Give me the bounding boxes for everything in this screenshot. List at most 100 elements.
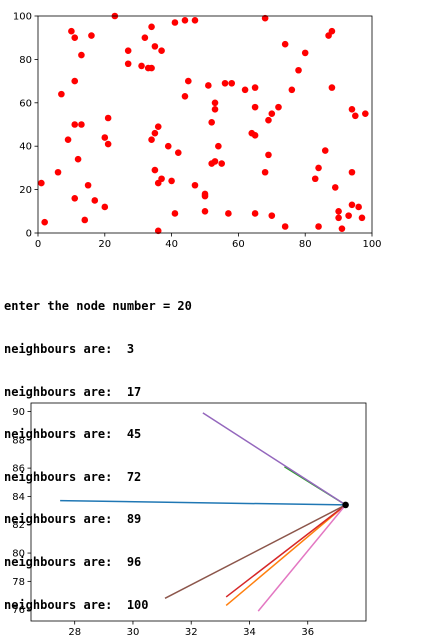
scatter-x-tick-label: 100 [362, 239, 381, 250]
console-neighbour-line: neighbours are: 45 [4, 427, 192, 441]
lines-x-tick-label: 34 [243, 627, 256, 638]
scatter-point [151, 129, 159, 137]
scatter-chart: 0 20 40 60 80 100 0 20 40 60 80 100 [13, 12, 382, 251]
scatter-point [171, 19, 179, 26]
scatter-point [261, 168, 269, 176]
lines-y-tick-label: 90 [12, 407, 25, 418]
scatter-point [191, 17, 199, 24]
scatter-point [148, 23, 155, 31]
scatter-point [181, 17, 189, 24]
scatter-point [151, 43, 159, 50]
scatter-point [78, 121, 85, 128]
scatter-axes: 0 20 40 60 80 100 0 20 40 60 80 100 [13, 12, 382, 251]
scatter-point [211, 106, 219, 113]
scatter-point [225, 210, 232, 217]
scatter-point [268, 110, 276, 117]
scatter-point [158, 47, 165, 55]
scatter-point [74, 155, 82, 163]
console-neighbour-line: neighbours are: 89 [4, 512, 192, 526]
scatter-y-tick-label: 20 [19, 185, 32, 196]
scatter-x-tick-label: 20 [98, 239, 111, 250]
scatter-point [71, 34, 79, 41]
scatter-point [168, 177, 175, 185]
neighbour-line [60, 499, 346, 506]
scatter-point [311, 175, 319, 183]
scatter-y-tick-label: 0 [26, 229, 32, 240]
scatter-point [268, 212, 276, 219]
neighbour-value: 45 [126, 427, 142, 442]
scatter-point [78, 51, 85, 59]
neighbour-line [225, 504, 347, 607]
neighbour-lines [60, 412, 349, 612]
scatter-point [315, 164, 322, 172]
lines-y-tick-label: 84 [12, 492, 25, 503]
scatter-point [54, 168, 62, 176]
neighbour-lines-chart: 28 30 32 34 36 76 78 80 82 84 86 88 90 [12, 402, 367, 638]
scatter-point [348, 106, 356, 113]
scatter-point [261, 14, 269, 22]
neighbour-line [257, 504, 347, 612]
scatter-point [281, 40, 289, 48]
scatter-point [158, 175, 165, 183]
scatter-point [348, 201, 356, 209]
scatter-point [71, 77, 79, 85]
scatter-point [265, 116, 272, 124]
scatter-point [355, 203, 362, 211]
scatter-y-tick-label: 100 [13, 12, 32, 23]
scatter-point [151, 166, 159, 174]
scatter-point [345, 212, 352, 219]
scatter-y-tick-label: 40 [19, 142, 32, 153]
console-neighbour-line: neighbours are: 72 [4, 470, 192, 484]
scatter-point [241, 86, 249, 94]
lines-y-tick-label: 88 [12, 435, 25, 446]
scatter-point [211, 99, 219, 107]
scatter-point [331, 184, 339, 191]
lines-x-tick-label: 30 [127, 627, 140, 638]
scatter-point [104, 140, 112, 148]
scatter-point [154, 227, 162, 235]
scatter-point [215, 142, 222, 150]
scatter-point [71, 194, 79, 202]
neighbour-value: 72 [126, 469, 142, 484]
scatter-point [275, 103, 282, 111]
neighbour-prefix: neighbours are: [4, 597, 120, 612]
scatter-y-tick-label: 80 [19, 55, 32, 66]
scatter-point [251, 84, 259, 91]
scatter-point [338, 225, 346, 232]
scatter-point [164, 142, 172, 150]
scatter-point [321, 147, 329, 154]
lines-y-tick-label: 82 [12, 520, 25, 531]
lines-x-tick-label: 32 [185, 627, 198, 638]
scatter-point [251, 210, 259, 217]
scatter-point [335, 208, 342, 215]
console-neighbour-line: neighbours are: 100 [4, 598, 192, 612]
lines-y-tick-label: 76 [12, 605, 25, 616]
scatter-point [124, 60, 132, 68]
scatter-point [328, 84, 336, 91]
neighbour-value: 17 [126, 384, 142, 399]
scatter-point [41, 218, 48, 226]
scatter-point [91, 197, 99, 204]
scatter-point [358, 214, 366, 222]
neighbour-value: 89 [126, 512, 142, 527]
scatter-point [104, 114, 112, 122]
scatter-point [362, 110, 369, 117]
neighbour-line [202, 412, 347, 506]
scatter-point [348, 168, 356, 176]
scatter-x-tick-label: 80 [299, 239, 312, 250]
neighbour-value: 100 [126, 597, 149, 612]
scatter-point [38, 179, 45, 187]
scatter-point [185, 77, 192, 85]
neighbour-value: 96 [126, 554, 142, 569]
scatter-point [64, 136, 72, 143]
scatter-point [265, 151, 272, 159]
scatter-point [58, 90, 65, 98]
lines-y-tick-label: 78 [12, 577, 25, 588]
scatter-frame [37, 15, 373, 234]
neighbour-line [225, 504, 347, 598]
neighbour-prefix: neighbours are: [4, 427, 120, 442]
neighbour-prefix: neighbours are: [4, 342, 120, 356]
scatter-point [101, 203, 109, 211]
scatter-point [315, 223, 322, 230]
scatter-point [352, 112, 359, 120]
